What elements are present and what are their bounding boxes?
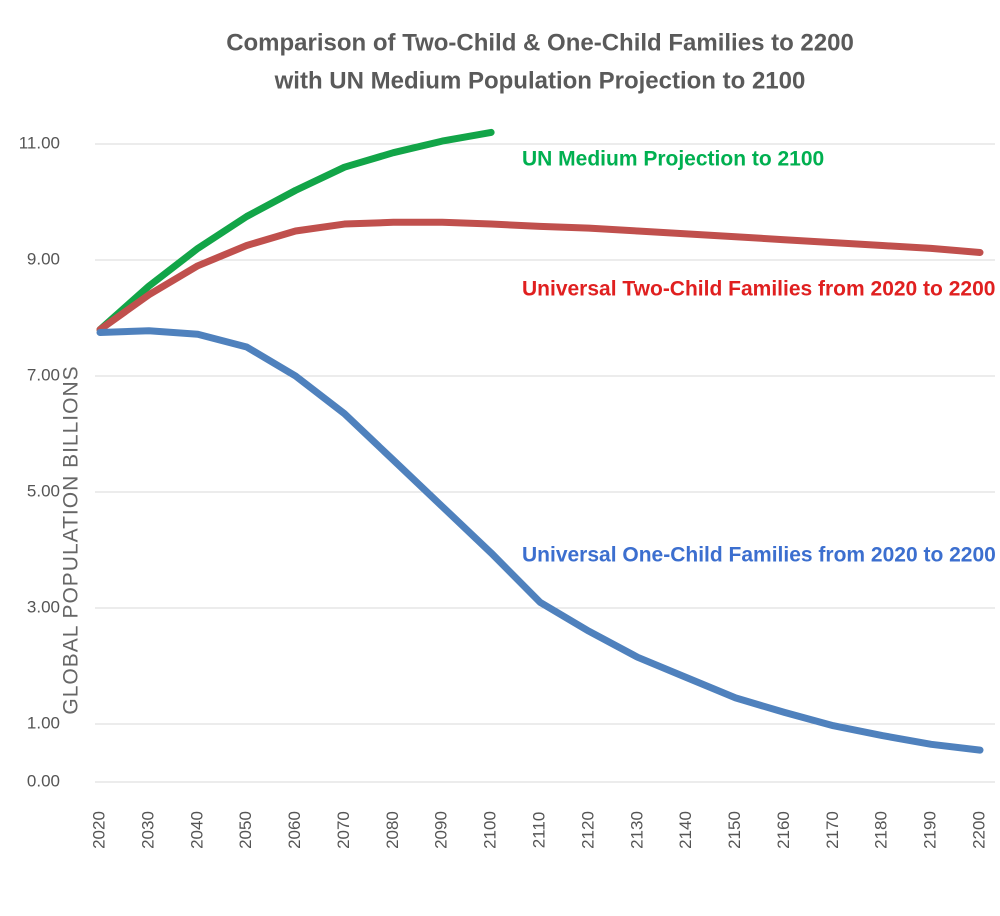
y-tick-label: 1.00 <box>27 713 60 732</box>
x-tick-label: 2050 <box>236 811 255 849</box>
y-tick-label: 7.00 <box>27 365 60 384</box>
x-tick-label: 2170 <box>823 811 842 849</box>
x-tick-label: 2040 <box>187 811 206 849</box>
series-label: Universal Two-Child Families from 2020 t… <box>522 278 995 301</box>
x-tick-label: 2100 <box>481 811 500 849</box>
x-tick-label: 2130 <box>627 811 646 849</box>
x-tick-label: 2180 <box>872 811 891 849</box>
chart-subtitle: with UN Medium Population Projection to … <box>274 67 806 94</box>
x-tick-label: 2060 <box>285 811 304 849</box>
x-tick-label: 2150 <box>725 811 744 849</box>
x-tick-label: 2080 <box>383 811 402 849</box>
x-tick-label: 2090 <box>432 811 451 849</box>
y-axis-label: GLOBAL POPULATION BILLIONS <box>60 365 83 714</box>
x-tick-label: 2200 <box>969 811 988 849</box>
series-line <box>96 327 984 754</box>
y-tick-label: 3.00 <box>27 597 60 616</box>
y-tick-label: 0.00 <box>27 771 60 790</box>
series-line <box>96 128 495 334</box>
x-tick-label: 2070 <box>334 811 353 849</box>
series-label: UN Medium Projection to 2100 <box>522 148 824 171</box>
x-tick-label: 2160 <box>774 811 793 849</box>
x-tick-label: 2030 <box>138 811 157 849</box>
series-line <box>96 218 984 334</box>
y-tick-label: 9.00 <box>27 249 60 268</box>
y-tick-label: 11.00 <box>19 133 60 152</box>
chart-title: Comparison of Two-Child & One-Child Fami… <box>226 29 854 56</box>
y-tick-label: 5.00 <box>27 481 60 500</box>
x-tick-label: 2140 <box>676 811 695 849</box>
x-tick-label: 2110 <box>529 812 548 849</box>
x-tick-label: 2190 <box>921 811 940 849</box>
x-tick-label: 2120 <box>578 811 597 849</box>
series-label: Universal One-Child Families from 2020 t… <box>522 544 996 567</box>
x-tick-label: 2020 <box>89 811 108 849</box>
